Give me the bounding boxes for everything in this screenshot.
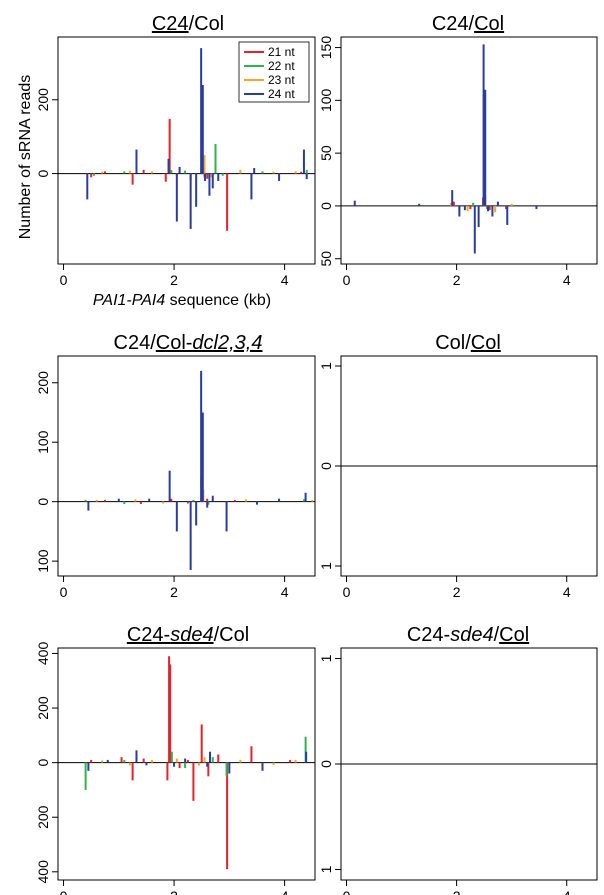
chart-panel-4: Col/Col 0 2 4 1 0 1 [318, 332, 598, 600]
x-tick-label: 0 [343, 272, 351, 288]
plot-frame [57, 36, 316, 265]
x-tick-label: 0 [60, 272, 68, 288]
x-tick-label: 0 [60, 584, 68, 600]
chart-panel-5: C24-sde4/Col 0 2 4 400 200 0 200 400 [35, 624, 316, 895]
y-tick-label: 200 [35, 696, 51, 720]
x-tick-label: 0 [343, 888, 351, 895]
series-22-nt [92, 144, 308, 178]
x-tick-label: 4 [281, 888, 289, 895]
series-21-nt [103, 498, 236, 505]
x-tick-label: 0 [60, 888, 68, 895]
y-tick-label: 0 [35, 498, 51, 506]
y-tick-label: 0 [318, 760, 334, 768]
panel-title: C24-sde4/Col [407, 624, 529, 646]
y-tick-label: 0 [318, 462, 334, 470]
x-tick-label: 0 [343, 584, 351, 600]
series-24-nt [87, 370, 307, 571]
y-tick-label: 0 [35, 169, 51, 177]
x-tick-label: 4 [563, 584, 571, 600]
legend-label: 24 nt [268, 87, 295, 101]
legend-label: 23 nt [268, 73, 295, 87]
x-tick-label: 2 [170, 888, 178, 895]
panel-title: C24/Col [432, 13, 504, 35]
legend-label: 22 nt [268, 59, 295, 73]
panel-title: C24-sde4/Col [127, 624, 249, 646]
x-tick-label: 2 [453, 584, 461, 600]
y-tick-label: 0 [35, 759, 51, 767]
series-23-nt [101, 757, 297, 766]
y-tick-label: 50 [318, 251, 334, 267]
chart-panel-2: C24/Col 0 2 4 50 0 50 100 150 [318, 13, 598, 288]
y-tick-label: 200 [35, 371, 51, 395]
y-tick-label: 1 [318, 562, 334, 570]
x-tick-label: 4 [563, 272, 571, 288]
y-tick-label: 0 [318, 202, 334, 210]
x-tick-label: 4 [281, 272, 289, 288]
series-24-nt [87, 750, 308, 774]
x-tick-label: 4 [563, 888, 571, 895]
plot-frame [57, 355, 316, 577]
chart-panel-6: C24-sde4/Col 0 2 4 1 0 1 [318, 624, 598, 895]
panel-title: C24/Col [152, 13, 224, 35]
series-21-nt [90, 656, 292, 870]
x-tick-label: 2 [170, 584, 178, 600]
panel-title: C24/Col-dcl2,3,4 [114, 332, 263, 354]
x-tick-label: 2 [453, 888, 461, 895]
y-tick-label: 100 [318, 88, 334, 112]
y-tick-label: 1 [318, 865, 334, 873]
y-axis-title: Number of sRNA reads [17, 75, 34, 240]
x-tick-label: 2 [170, 272, 178, 288]
plot-frame [57, 647, 316, 881]
panel-title: Col/Col [435, 332, 501, 354]
legend-label: 21 nt [268, 45, 295, 59]
y-tick-label: 400 [35, 642, 51, 666]
y-tick-label: 1 [318, 362, 334, 370]
y-tick-label: 1 [318, 654, 334, 662]
y-tick-label: 150 [318, 36, 334, 60]
y-tick-label: 100 [35, 430, 51, 454]
y-tick-label: 400 [35, 860, 51, 884]
series-24-nt [353, 44, 538, 254]
series-24-nt [86, 48, 308, 229]
x-axis-title: PAI1-PAI4 sequence (kb) [93, 292, 271, 309]
plot-frame [340, 36, 598, 265]
y-tick-label: 100 [35, 549, 51, 573]
y-tick-label: 50 [318, 145, 334, 161]
series-22-nt [84, 499, 305, 505]
x-tick-label: 4 [281, 584, 289, 600]
chart-panel-3: C24/Col-dcl2,3,4 0 2 4 100 0 100 200 [35, 332, 316, 600]
series-23-nt [101, 132, 297, 178]
y-tick-label: 200 [35, 88, 51, 112]
y-tick-label: 200 [35, 805, 51, 829]
x-tick-label: 2 [453, 272, 461, 288]
